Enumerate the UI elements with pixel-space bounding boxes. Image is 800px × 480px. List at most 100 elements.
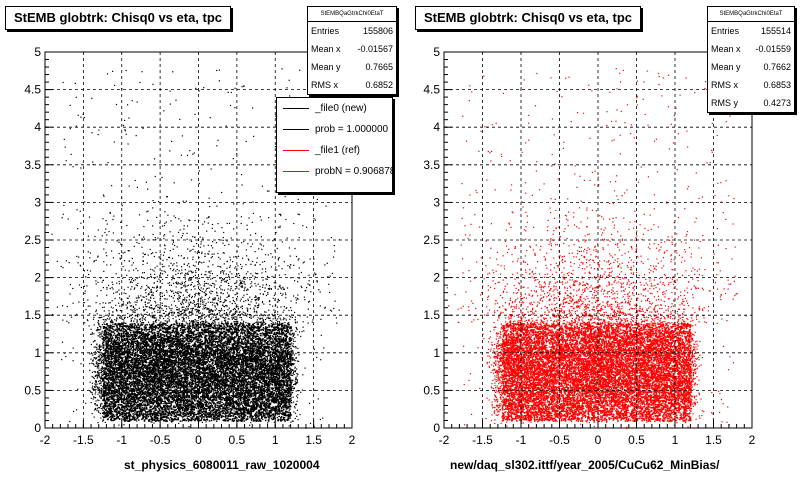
data-point [257, 283, 259, 285]
data-point [103, 369, 105, 371]
data-point [185, 314, 187, 316]
data-point [152, 317, 154, 319]
data-point [166, 403, 168, 405]
data-point [122, 252, 124, 254]
data-point [113, 330, 115, 332]
data-point [232, 337, 234, 339]
data-point [135, 135, 137, 137]
data-point [265, 377, 268, 379]
data-point [214, 230, 216, 232]
data-point [103, 367, 105, 369]
data-point [154, 175, 156, 178]
data-point [182, 382, 184, 384]
data-point [134, 310, 136, 312]
data-point [192, 248, 194, 250]
data-point [103, 261, 105, 263]
data-point [144, 317, 147, 319]
data-point [160, 326, 162, 328]
data-point [154, 311, 156, 313]
data-point [242, 311, 244, 313]
data-point [208, 409, 210, 411]
data-point [247, 322, 249, 324]
data-point [314, 272, 316, 274]
data-point [116, 291, 118, 293]
data-point [236, 355, 238, 357]
data-point [181, 301, 184, 303]
data-point [290, 351, 292, 353]
data-point [180, 255, 183, 257]
data-point [99, 372, 101, 374]
data-point [129, 315, 131, 317]
data-point [231, 318, 233, 320]
data-point [65, 260, 67, 262]
data-point [145, 292, 147, 294]
data-point [163, 312, 165, 314]
data-point [136, 186, 138, 188]
data-point [187, 284, 190, 286]
data-point [196, 357, 199, 359]
data-point [194, 373, 196, 375]
data-point [119, 309, 121, 312]
data-point [139, 391, 141, 394]
data-point [152, 334, 154, 336]
data-point [138, 214, 141, 216]
data-point [163, 375, 165, 377]
data-point [212, 365, 214, 367]
data-point [168, 316, 170, 318]
data-point [313, 218, 315, 220]
data-point [204, 304, 207, 307]
data-point [271, 313, 273, 315]
data-point [92, 354, 94, 356]
data-point [241, 397, 243, 399]
data-point [261, 185, 263, 187]
data-point [237, 322, 239, 324]
data-point [140, 300, 142, 302]
data-point [295, 326, 297, 329]
data-point [98, 389, 100, 392]
data-point [76, 209, 78, 211]
data-point [284, 359, 286, 361]
data-point [144, 401, 146, 403]
data-point [193, 378, 195, 380]
data-point [136, 309, 138, 311]
data-point [103, 323, 105, 325]
data-point [126, 224, 128, 227]
data-point [291, 316, 293, 319]
data-point [96, 346, 98, 348]
data-point [158, 201, 160, 203]
data-point [307, 283, 309, 285]
data-point [151, 312, 153, 314]
data-point [143, 322, 145, 324]
data-point [288, 425, 290, 427]
data-point [121, 318, 123, 320]
data-point [234, 308, 236, 310]
data-point [141, 402, 143, 404]
data-point [153, 422, 155, 424]
data-point [280, 319, 282, 321]
data-point [118, 411, 120, 413]
data-point [225, 349, 227, 351]
data-point [195, 292, 197, 294]
data-point [100, 359, 102, 361]
data-point [195, 361, 197, 363]
data-point [125, 326, 127, 328]
data-point [91, 352, 93, 354]
data-point [275, 231, 277, 234]
data-point [193, 300, 195, 302]
data-point [247, 393, 250, 395]
data-point [300, 335, 302, 337]
data-point [212, 241, 214, 243]
data-point [278, 213, 280, 215]
data-point [277, 301, 279, 303]
data-point [198, 261, 200, 263]
data-point [268, 309, 270, 311]
data-point [107, 413, 109, 415]
data-point [244, 382, 246, 384]
data-point [225, 316, 227, 319]
data-point [136, 299, 138, 302]
data-point [263, 340, 265, 342]
data-point [201, 415, 203, 417]
data-point [268, 301, 271, 303]
data-point [109, 365, 111, 367]
data-point [283, 306, 285, 308]
